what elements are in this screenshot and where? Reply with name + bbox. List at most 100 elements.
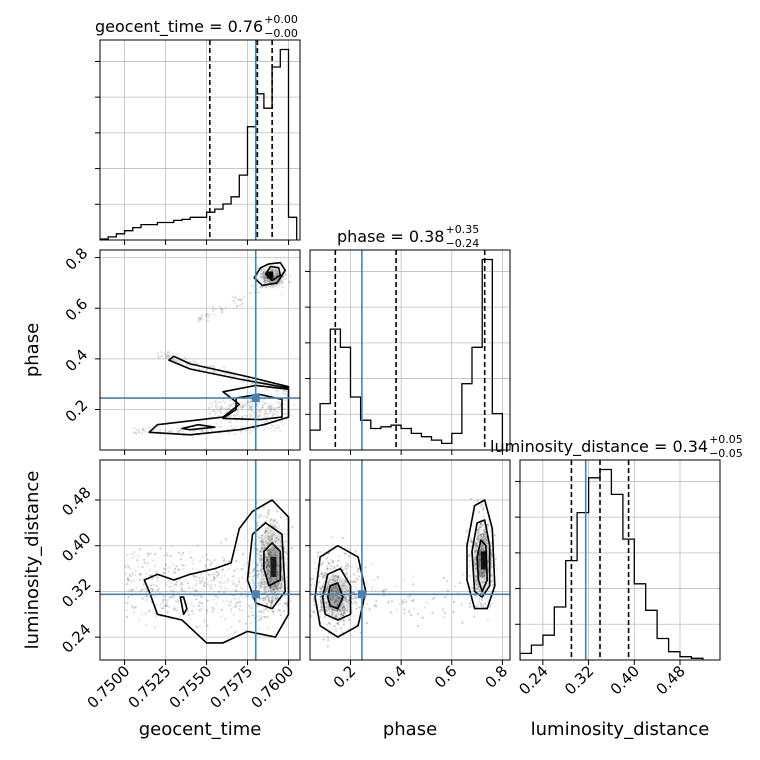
scatter-luminosity-distance-phase-point bbox=[384, 588, 387, 591]
scatter-luminosity-distance-phase-point bbox=[488, 605, 492, 608]
scatter-luminosity-distance-geocent-time-point bbox=[261, 562, 264, 565]
scatter-luminosity-distance-phase-point bbox=[357, 575, 360, 578]
scatter-luminosity-distance-geocent-time-point bbox=[266, 559, 269, 563]
scatter-luminosity-distance-geocent-time-point bbox=[269, 553, 272, 557]
scatter-luminosity-distance-geocent-time-point bbox=[131, 571, 134, 574]
scatter-luminosity-distance-geocent-time-point bbox=[212, 573, 215, 576]
scatter-phase-geocent-time-point bbox=[274, 274, 277, 278]
scatter-luminosity-distance-phase-point bbox=[322, 574, 325, 577]
scatter-luminosity-distance-geocent-time-point bbox=[162, 607, 165, 610]
scatter-luminosity-distance-geocent-time-point bbox=[275, 510, 279, 513]
scatter-luminosity-distance-geocent-time-point bbox=[168, 596, 171, 599]
scatter-luminosity-distance-geocent-time-point bbox=[268, 580, 272, 584]
scatter-luminosity-distance-geocent-time-point bbox=[134, 573, 137, 576]
scatter-phase-geocent-time-point bbox=[228, 374, 231, 377]
scatter-phase-geocent-time-point bbox=[252, 285, 255, 288]
scatter-luminosity-distance-phase-point bbox=[488, 605, 492, 608]
scatter-luminosity-distance-phase-point bbox=[328, 622, 331, 625]
scatter-luminosity-distance-geocent-time-point bbox=[136, 559, 139, 562]
scatter-luminosity-distance-phase-point bbox=[381, 590, 384, 593]
ylabel-phase: phase bbox=[22, 323, 43, 377]
scatter-luminosity-distance-geocent-time-point bbox=[263, 588, 266, 591]
scatter-luminosity-distance-geocent-time-point bbox=[261, 586, 264, 589]
scatter-luminosity-distance-geocent-time-point bbox=[251, 586, 254, 589]
scatter-luminosity-distance-geocent-time-point bbox=[154, 595, 157, 599]
scatter-luminosity-distance-geocent-time-point bbox=[267, 599, 270, 602]
scatter-luminosity-distance-phase-point bbox=[320, 572, 323, 575]
scatter-phase-geocent-time-point bbox=[220, 407, 223, 410]
scatter-luminosity-distance-geocent-time-point bbox=[198, 608, 201, 612]
scatter-phase-geocent-time-point bbox=[167, 356, 171, 359]
scatter-phase-geocent-time-point bbox=[256, 288, 259, 291]
scatter-luminosity-distance-geocent-time-point bbox=[261, 558, 264, 561]
scatter-luminosity-distance-geocent-time-point bbox=[267, 535, 270, 539]
scatter-luminosity-distance-phase-point bbox=[409, 595, 412, 598]
scatter-luminosity-distance-geocent-time-point bbox=[200, 580, 203, 583]
scatter-luminosity-distance-phase-point bbox=[328, 621, 331, 625]
scatter-luminosity-distance-phase-point bbox=[331, 598, 334, 601]
scatter-luminosity-distance-geocent-time-point bbox=[261, 597, 264, 600]
frame-0-0 bbox=[99, 39, 301, 241]
scatter-luminosity-distance-phase-point bbox=[349, 580, 352, 583]
scatter-luminosity-distance-phase-point bbox=[345, 609, 349, 612]
scatter-phase-geocent-time-point bbox=[257, 410, 260, 413]
scatter-luminosity-distance-geocent-time-point bbox=[154, 612, 157, 615]
scatter-luminosity-distance-geocent-time-point bbox=[139, 578, 142, 581]
scatter-luminosity-distance-geocent-time-point bbox=[179, 615, 182, 618]
scatter-luminosity-distance-phase-point bbox=[410, 599, 414, 603]
scatter-luminosity-distance-geocent-time-point bbox=[269, 551, 272, 554]
scatter-luminosity-distance-geocent-time-point bbox=[280, 566, 283, 569]
scatter-luminosity-distance-phase-point bbox=[337, 596, 340, 600]
scatter-luminosity-distance-geocent-time-point bbox=[212, 609, 215, 612]
scatter-luminosity-distance-geocent-time-point bbox=[268, 565, 271, 568]
scatter-luminosity-distance-geocent-time-point bbox=[240, 567, 243, 570]
scatter-luminosity-distance-geocent-time-point bbox=[251, 560, 255, 563]
scatter-luminosity-distance-phase-point bbox=[349, 581, 352, 584]
scatter-luminosity-distance-geocent-time-point bbox=[271, 610, 274, 613]
scatter-phase-geocent-time-point bbox=[241, 408, 244, 411]
scatter-phase-geocent-time-point bbox=[264, 277, 267, 280]
scatter-luminosity-distance-geocent-time-point bbox=[267, 513, 270, 516]
scatter-luminosity-distance-geocent-time-point bbox=[206, 609, 209, 612]
scatter-luminosity-distance-geocent-time-point bbox=[165, 604, 169, 607]
scatter-luminosity-distance-phase-point bbox=[321, 573, 324, 576]
scatter-luminosity-distance-geocent-time-point bbox=[173, 571, 176, 574]
scatter-phase-geocent-time-point bbox=[208, 313, 211, 316]
scatter-luminosity-distance-geocent-time-point bbox=[284, 540, 287, 543]
scatter-luminosity-distance-phase-point bbox=[349, 581, 352, 584]
scatter-luminosity-distance-geocent-time-point bbox=[235, 589, 238, 592]
scatter-luminosity-distance-phase-point bbox=[475, 580, 478, 583]
scatter-luminosity-distance-geocent-time-point bbox=[285, 602, 288, 605]
scatter-luminosity-distance-geocent-time-point bbox=[250, 606, 253, 610]
scatter-luminosity-distance-geocent-time-point bbox=[253, 584, 256, 587]
scatter-luminosity-distance-phase-point bbox=[343, 605, 346, 608]
scatter-phase-geocent-time-point bbox=[267, 405, 270, 409]
scatter-luminosity-distance-geocent-time-point bbox=[256, 552, 259, 555]
scatter-luminosity-distance-geocent-time-point bbox=[280, 585, 283, 588]
scatter-luminosity-distance-phase-point bbox=[326, 635, 330, 639]
scatter-phase-geocent-time-point bbox=[157, 356, 160, 359]
scatter-luminosity-distance-geocent-time-point bbox=[259, 581, 262, 584]
scatter-phase-geocent-time-point bbox=[260, 272, 263, 276]
scatter-luminosity-distance-geocent-time-point bbox=[210, 605, 213, 608]
scatter-luminosity-distance-geocent-time-point bbox=[256, 524, 259, 527]
scatter-luminosity-distance-geocent-time-point bbox=[266, 559, 269, 562]
scatter-luminosity-distance-geocent-time-point bbox=[276, 587, 279, 590]
scatter-luminosity-distance-geocent-time-point bbox=[260, 617, 263, 620]
scatter-luminosity-distance-phase-point bbox=[384, 588, 387, 591]
scatter-luminosity-distance-geocent-time-point bbox=[260, 578, 263, 581]
scatter-phase-geocent-time-point bbox=[258, 275, 261, 279]
scatter-luminosity-distance-phase-point bbox=[310, 609, 313, 612]
scatter-luminosity-distance-phase-point bbox=[479, 533, 482, 536]
scatter-luminosity-distance-geocent-time-point bbox=[167, 580, 170, 583]
scatter-phase-geocent-time-point bbox=[216, 408, 219, 411]
scatter-phase-geocent-time-point bbox=[157, 355, 160, 358]
scatter-luminosity-distance-phase-point bbox=[334, 587, 337, 590]
scatter-luminosity-distance-geocent-time-point bbox=[238, 597, 241, 600]
scatter-phase-geocent-time-point bbox=[274, 268, 277, 271]
scatter-luminosity-distance-geocent-time-point bbox=[267, 549, 270, 552]
scatter-luminosity-distance-geocent-time-point bbox=[270, 538, 273, 541]
scatter-luminosity-distance-geocent-time-point bbox=[186, 610, 189, 613]
scatter-phase-geocent-time-point bbox=[214, 399, 218, 402]
scatter-luminosity-distance-phase-point bbox=[471, 540, 474, 543]
